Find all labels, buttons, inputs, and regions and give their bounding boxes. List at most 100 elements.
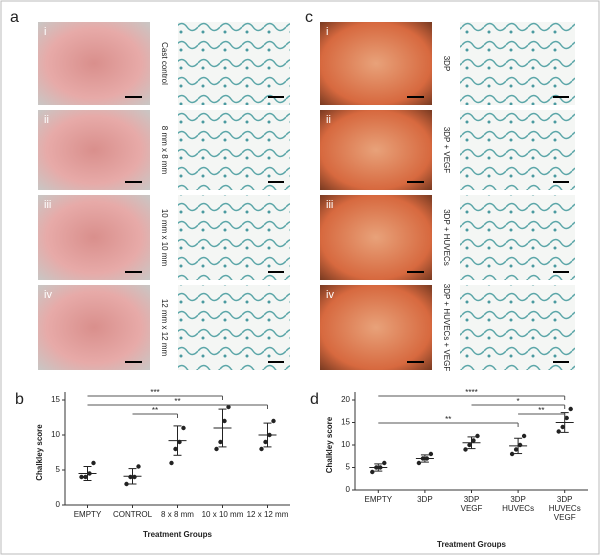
x-tick-label: 12 x 12 mm: [247, 510, 289, 519]
photo: [38, 195, 150, 280]
data-point: [428, 451, 434, 457]
data-point: [83, 474, 88, 480]
treatment-label: 12 mm x 12 mm: [160, 299, 169, 357]
x-tick-label: EMPTY: [365, 495, 393, 504]
x-tick-label: 3DP: [417, 495, 433, 504]
y-tick-label: 15: [341, 418, 350, 427]
x-tick-label: 3DP HUVECs VEGF: [549, 495, 581, 522]
x-tick-line: 10 x 10 mm: [202, 510, 244, 519]
data-point: [416, 460, 422, 466]
treatment-label: 8 mm x 8 mm: [160, 126, 169, 175]
treatment-label: 3DP + HUVECs: [442, 209, 451, 266]
y-tick-label: 5: [346, 463, 351, 472]
x-tick-line: EMPTY: [365, 495, 393, 504]
data-point: [509, 451, 515, 457]
x-tick-line: VEGF: [554, 513, 576, 522]
x-tick-line: 3DP: [557, 495, 573, 504]
data-point: [382, 460, 387, 466]
x-tick-line: 3DP: [417, 495, 433, 504]
data-point: [79, 474, 84, 480]
data-point: [271, 418, 276, 424]
data-point: [169, 460, 174, 466]
micrograph: [178, 195, 290, 280]
data-point: [475, 433, 480, 439]
x-tick-line: 12 x 12 mm: [247, 510, 289, 519]
data-point: [214, 446, 219, 452]
micrograph: [178, 285, 290, 370]
x-tick-line: CONTROL: [113, 510, 153, 519]
x-tick-label: 10 x 10 mm: [202, 510, 244, 519]
data-point: [263, 439, 268, 445]
data-point: [181, 425, 186, 431]
significance: *: [517, 397, 520, 406]
data-point: [560, 424, 565, 430]
photo: [320, 22, 432, 105]
y-tick-label: 20: [341, 395, 350, 404]
photo: [38, 285, 150, 370]
significance: ***: [150, 388, 159, 397]
data-point: [173, 446, 178, 452]
x-axis-label: Treatment Groups: [143, 530, 212, 539]
x-tick-label: 3DP VEGF: [461, 495, 483, 513]
data-point: [124, 481, 129, 487]
panel-letter: c: [305, 9, 313, 26]
y-axis-label: Chalkley score: [325, 416, 334, 473]
significance: **: [152, 406, 158, 415]
x-tick-label: 8 x 8 mm: [161, 510, 194, 519]
y-tick-label: 5: [56, 465, 61, 474]
treatment-label: 3DP: [442, 56, 451, 72]
data-point: [471, 438, 476, 443]
x-axis-label: Treatment Groups: [437, 540, 506, 549]
panel-letter: b: [15, 391, 24, 408]
treatment-label: 3DP + HUVECs + VEGF: [442, 284, 451, 372]
micrograph: [460, 195, 575, 280]
significance: **: [538, 406, 544, 415]
photo: [320, 110, 432, 190]
y-axis-label: Chalkley score: [35, 424, 44, 481]
data-point: [136, 464, 141, 469]
photo: [320, 285, 432, 370]
data-point: [91, 460, 96, 466]
treatment-label: Cast control: [160, 42, 169, 85]
data-point: [521, 433, 527, 439]
photo: [38, 22, 150, 105]
photo: [320, 195, 432, 280]
y-tick-label: 15: [51, 395, 60, 404]
row-numeral: i: [326, 26, 328, 38]
row-numeral: iv: [326, 289, 334, 301]
y-tick-label: 0: [56, 500, 61, 509]
y-tick-label: 0: [346, 485, 351, 494]
row-numeral: ii: [44, 114, 49, 126]
x-tick-line: VEGF: [461, 504, 483, 513]
row-numeral: iii: [44, 199, 51, 211]
micrograph: [460, 110, 575, 190]
x-tick-line: HUVECs: [549, 504, 581, 513]
micrograph: [178, 110, 290, 190]
significance: **: [445, 415, 451, 424]
data-point: [259, 446, 264, 452]
data-point: [556, 429, 561, 434]
data-point: [226, 404, 231, 410]
x-tick-label: CONTROL: [113, 510, 153, 519]
y-tick-label: 10: [341, 440, 350, 449]
x-tick-label: EMPTY: [74, 510, 102, 519]
x-tick-line: 3DP: [464, 495, 480, 504]
row-numeral: iii: [326, 199, 333, 211]
treatment-label: 3DP + VEGF: [442, 127, 451, 173]
significance: **: [174, 397, 180, 406]
data-point: [218, 439, 223, 445]
data-point: [513, 447, 519, 452]
micrograph: [460, 22, 575, 105]
treatment-label: 10 mm x 10 mm: [160, 209, 169, 267]
x-tick-label: 3DP HUVECs: [502, 495, 534, 513]
x-tick-line: 3DP: [510, 495, 526, 504]
x-tick-line: EMPTY: [74, 510, 102, 519]
photo: [38, 110, 150, 190]
data-point: [568, 406, 573, 412]
micrograph: [178, 22, 290, 105]
significance: ****: [465, 388, 477, 397]
y-tick-label: 10: [51, 430, 60, 439]
data-point: [564, 415, 569, 421]
